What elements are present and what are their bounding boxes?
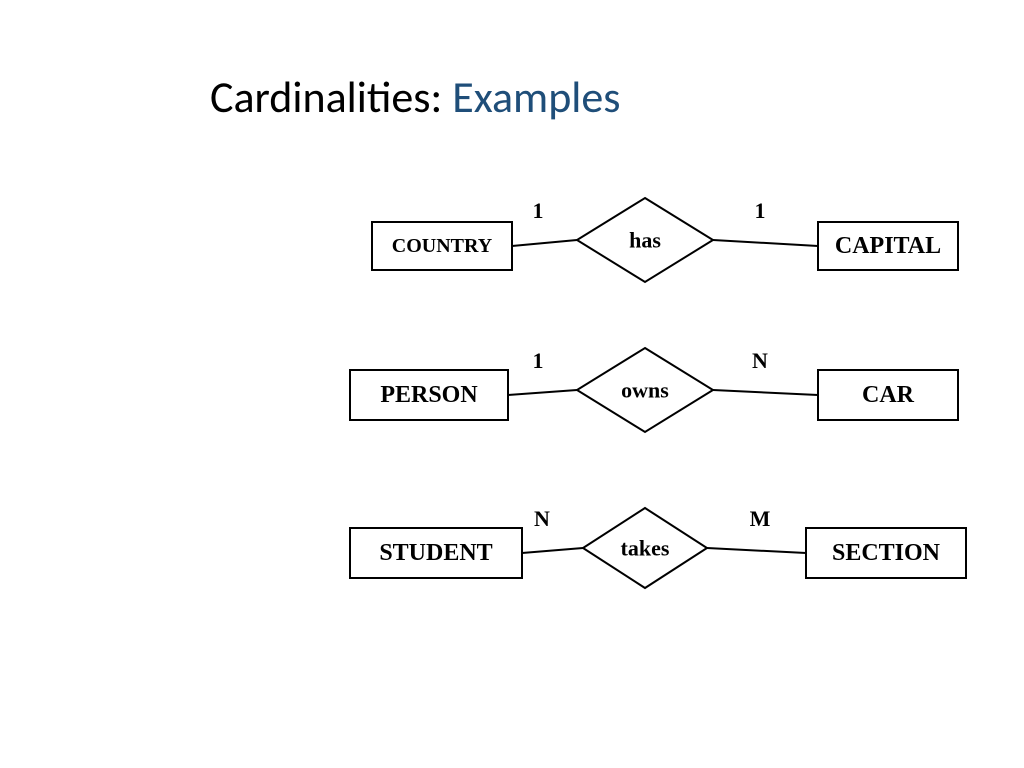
entity-label-0-left: COUNTRY xyxy=(392,235,493,257)
cardinality-right-2: M xyxy=(750,506,771,531)
cardinality-left-2: N xyxy=(534,506,550,531)
cardinality-right-0: 1 xyxy=(755,198,766,223)
edge-right-0 xyxy=(713,240,818,246)
entity-label-1-right: CAR xyxy=(862,382,915,408)
edge-right-2 xyxy=(707,548,806,553)
entity-label-1-left: PERSON xyxy=(380,382,478,408)
cardinality-right-1: N xyxy=(752,348,768,373)
er-diagram: COUNTRY CAPITAL has 1 1 PERSON CAR owns 1 N STUDEN… xyxy=(0,0,1024,768)
entity-label-0-right: CAPITAL xyxy=(835,233,941,259)
entity-label-2-left: STUDENT xyxy=(379,540,492,566)
edge-left-0 xyxy=(512,240,577,246)
cardinality-left-0: 1 xyxy=(533,198,544,223)
relationship-label-2: takes xyxy=(621,536,670,561)
edge-left-1 xyxy=(508,390,577,395)
relationship-label-1: owns xyxy=(621,378,669,403)
edge-right-1 xyxy=(713,390,818,395)
edge-left-2 xyxy=(522,548,583,553)
entity-label-2-right: SECTION xyxy=(832,540,941,566)
relationship-label-0: has xyxy=(629,228,661,253)
cardinality-left-1: 1 xyxy=(533,348,544,373)
